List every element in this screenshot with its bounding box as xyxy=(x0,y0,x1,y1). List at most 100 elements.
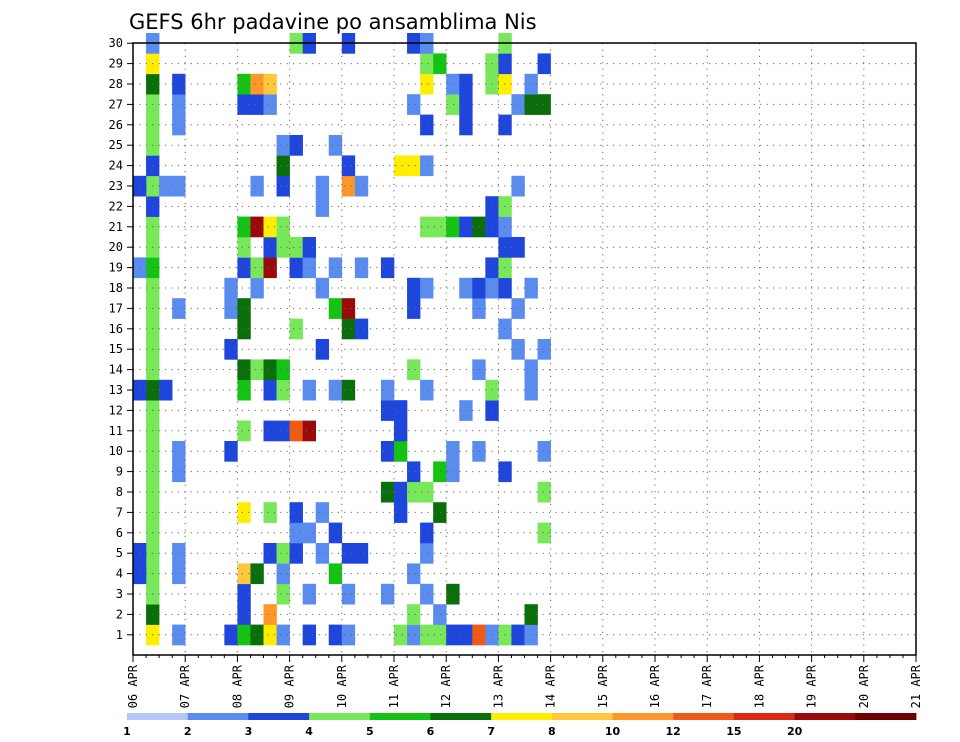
cell-member-1 xyxy=(328,624,343,646)
cell-member-20 xyxy=(276,237,290,258)
cell-member-1 xyxy=(302,624,316,646)
cell-member-17 xyxy=(224,298,238,319)
cell-member-3 xyxy=(380,583,395,605)
cell-member-5 xyxy=(315,543,330,564)
legend-label: 3 xyxy=(245,725,253,738)
cell-member-20 xyxy=(302,237,316,258)
cell-member-6 xyxy=(420,522,434,544)
cell-member-1 xyxy=(394,624,408,646)
cell-member-28 xyxy=(420,73,434,95)
cell-member-21 xyxy=(276,216,290,238)
cell-member-6 xyxy=(302,522,316,544)
cell-member-10 xyxy=(446,441,460,462)
cell-member-14 xyxy=(524,359,538,381)
y-tick-label: 18 xyxy=(109,281,123,295)
cell-member-27 xyxy=(407,94,421,115)
x-tick-label: 19 APR xyxy=(805,664,819,708)
x-tick-label: 21 APR xyxy=(909,664,923,708)
cell-member-27 xyxy=(263,94,277,115)
y-tick-label: 2 xyxy=(116,607,123,621)
y-axis: 1234567891011121314151617181920212223242… xyxy=(109,36,133,642)
cell-member-19 xyxy=(250,257,264,279)
cell-member-3 xyxy=(237,583,251,605)
cell-member-1 xyxy=(446,624,460,646)
cell-member-14 xyxy=(276,359,290,381)
cell-member-23 xyxy=(250,175,264,197)
y-tick-label: 28 xyxy=(109,77,123,91)
x-tick-label: 11 APR xyxy=(387,664,401,708)
y-tick-label: 8 xyxy=(116,485,123,499)
legend-swatch xyxy=(127,713,189,720)
cell-member-18 xyxy=(407,277,421,299)
cell-member-5 xyxy=(341,543,356,564)
cell-member-15 xyxy=(224,339,238,360)
x-tick-label: 17 APR xyxy=(700,664,714,708)
cell-member-13 xyxy=(302,379,316,401)
y-tick-label: 20 xyxy=(109,240,123,254)
cell-member-29 xyxy=(537,53,551,75)
y-tick-label: 29 xyxy=(109,57,123,71)
legend-label: 20 xyxy=(787,725,803,738)
chart-title: GEFS 6hr padavine po ansamblima Nis xyxy=(129,10,537,34)
y-tick-label: 26 xyxy=(109,118,123,132)
legend-swatch xyxy=(673,713,735,720)
cell-member-26 xyxy=(420,114,434,136)
x-axis: 06 APR 07 APR 08 APR 09 APR 10 APR 11 APR 12 A… xyxy=(126,655,923,708)
cell-member-25 xyxy=(289,135,303,156)
cell-member-14 xyxy=(263,359,277,381)
cell-member-27 xyxy=(237,94,251,115)
x-tick-label: 13 APR xyxy=(491,664,505,708)
cell-member-17 xyxy=(328,298,343,319)
y-tick-label: 15 xyxy=(109,342,123,356)
cell-member-19 xyxy=(289,257,303,279)
legend-swatch xyxy=(612,713,674,720)
cell-member-24 xyxy=(420,155,434,177)
legend-label: 6 xyxy=(427,725,435,738)
cell-member-11 xyxy=(276,420,290,442)
cell-member-15 xyxy=(537,339,551,360)
cell-member-24 xyxy=(341,155,356,177)
cell-member-4 xyxy=(276,563,290,585)
y-tick-label: 6 xyxy=(116,526,123,540)
cell-member-8 xyxy=(420,481,434,503)
cell-member-1 xyxy=(276,624,290,646)
cell-member-24 xyxy=(407,155,421,177)
cell-member-1 xyxy=(524,624,538,646)
cell-member-19 xyxy=(380,257,395,279)
cell-member-16 xyxy=(289,318,303,340)
x-tick-label: 12 APR xyxy=(439,664,453,708)
x-tick-label: 14 APR xyxy=(544,664,558,708)
cell-member-24 xyxy=(276,155,290,177)
cell-member-28 xyxy=(263,73,277,95)
legend-label: 1 xyxy=(123,725,131,738)
cell-member-16 xyxy=(237,318,251,340)
cell-member-27 xyxy=(250,94,264,115)
y-tick-label: 4 xyxy=(116,567,123,581)
y-tick-label: 16 xyxy=(109,322,123,336)
cell-member-8 xyxy=(394,481,408,503)
cell-member-18 xyxy=(420,277,434,299)
cell-member-16 xyxy=(354,318,369,340)
cell-member-13 xyxy=(276,379,290,401)
y-tick-label: 11 xyxy=(109,424,123,438)
cell-member-17 xyxy=(237,298,251,319)
cell-member-19 xyxy=(354,257,369,279)
cell-member-13 xyxy=(341,379,356,401)
x-tick-label: 20 APR xyxy=(857,664,871,708)
cell-member-18 xyxy=(250,277,264,299)
x-tick-label: 18 APR xyxy=(752,664,766,708)
cell-member-16 xyxy=(341,318,356,340)
cell-member-5 xyxy=(354,543,369,564)
cell-member-7 xyxy=(394,502,408,523)
cell-member-6 xyxy=(289,522,303,544)
cell-member-13 xyxy=(380,379,395,401)
cell-member-14 xyxy=(407,359,421,381)
legend-label: 5 xyxy=(366,725,374,738)
y-tick-label: 7 xyxy=(116,505,123,519)
y-tick-label: 14 xyxy=(109,363,123,377)
cell-member-14 xyxy=(250,359,264,381)
cell-member-11 xyxy=(394,420,408,442)
cell-member-8 xyxy=(537,481,551,503)
cell-member-23 xyxy=(276,175,290,197)
